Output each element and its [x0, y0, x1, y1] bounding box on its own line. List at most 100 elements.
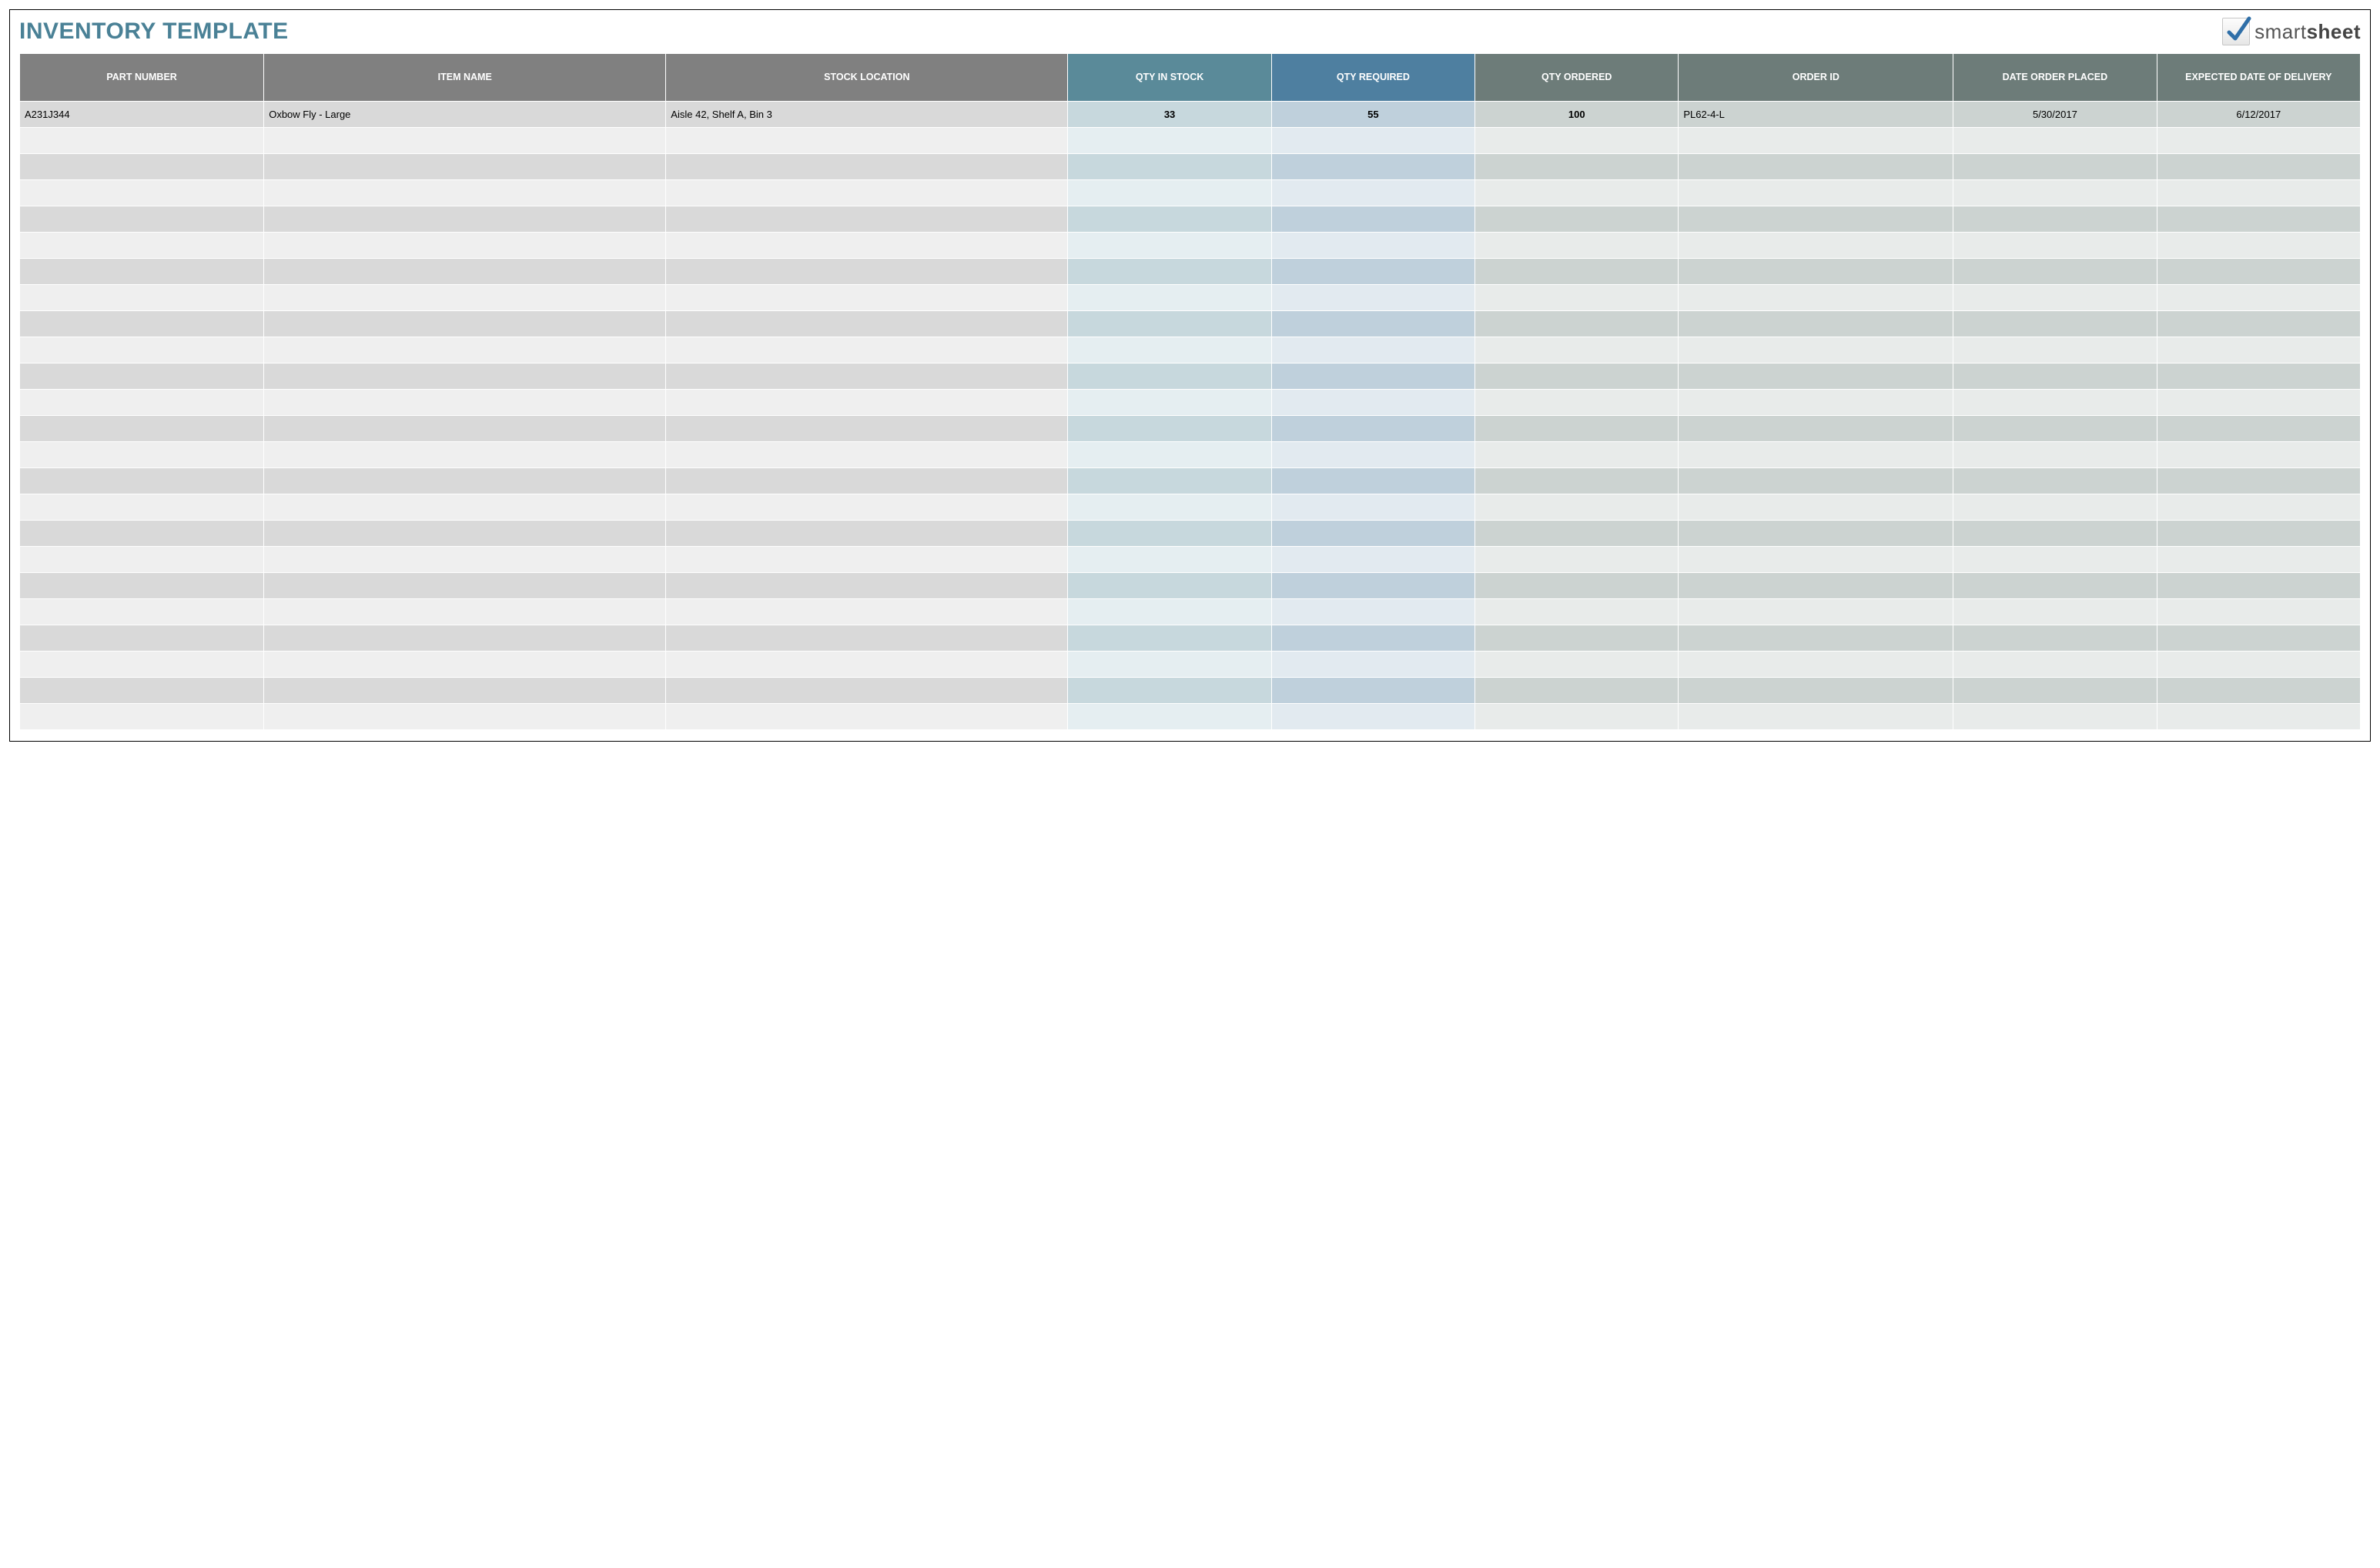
cell-qty-ordered[interactable] [1475, 337, 1679, 364]
cell-stock-location[interactable] [666, 233, 1068, 259]
cell-date-placed[interactable] [1953, 311, 2157, 337]
cell-qty-required[interactable] [1271, 128, 1475, 154]
cell-item-name[interactable] [264, 599, 666, 625]
cell-date-placed[interactable] [1953, 364, 2157, 390]
cell-qty-ordered[interactable] [1475, 364, 1679, 390]
cell-order-id[interactable] [1679, 521, 1953, 547]
cell-order-id[interactable] [1679, 364, 1953, 390]
cell-qty-ordered[interactable] [1475, 704, 1679, 730]
cell-qty-required[interactable] [1271, 259, 1475, 285]
cell-item-name[interactable] [264, 233, 666, 259]
cell-date-placed[interactable] [1953, 573, 2157, 599]
cell-part-number[interactable] [20, 521, 264, 547]
cell-stock-location[interactable] [666, 494, 1068, 521]
cell-qty-ordered[interactable] [1475, 233, 1679, 259]
cell-part-number[interactable] [20, 442, 264, 468]
cell-date-delivery[interactable] [2157, 311, 2360, 337]
cell-item-name[interactable] [264, 625, 666, 652]
cell-qty-ordered[interactable] [1475, 206, 1679, 233]
cell-date-placed[interactable] [1953, 521, 2157, 547]
cell-stock-location[interactable] [666, 678, 1068, 704]
cell-qty-ordered[interactable] [1475, 442, 1679, 468]
cell-order-id[interactable] [1679, 468, 1953, 494]
cell-date-placed[interactable] [1953, 625, 2157, 652]
cell-date-placed[interactable] [1953, 494, 2157, 521]
cell-part-number[interactable]: A231J344 [20, 102, 264, 128]
cell-qty-in-stock[interactable] [1068, 285, 1271, 311]
cell-stock-location[interactable] [666, 364, 1068, 390]
cell-qty-in-stock[interactable] [1068, 547, 1271, 573]
cell-item-name[interactable] [264, 416, 666, 442]
cell-item-name[interactable] [264, 494, 666, 521]
cell-qty-in-stock[interactable] [1068, 337, 1271, 364]
cell-part-number[interactable] [20, 364, 264, 390]
cell-qty-in-stock[interactable] [1068, 599, 1271, 625]
cell-order-id[interactable] [1679, 259, 1953, 285]
cell-date-delivery[interactable] [2157, 442, 2360, 468]
cell-date-placed[interactable] [1953, 547, 2157, 573]
cell-order-id[interactable] [1679, 494, 1953, 521]
cell-qty-required[interactable] [1271, 704, 1475, 730]
col-header-qty-ordered[interactable]: QTY ORDERED [1475, 54, 1679, 102]
cell-order-id[interactable] [1679, 180, 1953, 206]
cell-item-name[interactable] [264, 259, 666, 285]
cell-item-name[interactable] [264, 390, 666, 416]
cell-qty-required[interactable] [1271, 625, 1475, 652]
cell-qty-in-stock[interactable] [1068, 180, 1271, 206]
cell-qty-ordered[interactable]: 100 [1475, 102, 1679, 128]
cell-qty-ordered[interactable] [1475, 494, 1679, 521]
cell-qty-in-stock[interactable] [1068, 154, 1271, 180]
cell-qty-required[interactable] [1271, 521, 1475, 547]
cell-stock-location[interactable] [666, 468, 1068, 494]
cell-qty-ordered[interactable] [1475, 128, 1679, 154]
cell-date-delivery[interactable] [2157, 180, 2360, 206]
cell-qty-required[interactable] [1271, 337, 1475, 364]
cell-order-id[interactable] [1679, 128, 1953, 154]
cell-qty-in-stock[interactable] [1068, 704, 1271, 730]
cell-item-name[interactable] [264, 337, 666, 364]
cell-date-delivery[interactable] [2157, 154, 2360, 180]
cell-qty-required[interactable] [1271, 416, 1475, 442]
cell-qty-in-stock[interactable] [1068, 625, 1271, 652]
cell-date-delivery[interactable] [2157, 337, 2360, 364]
cell-order-id[interactable] [1679, 704, 1953, 730]
cell-qty-ordered[interactable] [1475, 285, 1679, 311]
cell-item-name[interactable] [264, 678, 666, 704]
cell-order-id[interactable] [1679, 206, 1953, 233]
cell-date-placed[interactable] [1953, 180, 2157, 206]
cell-item-name[interactable] [264, 652, 666, 678]
cell-qty-required[interactable] [1271, 468, 1475, 494]
cell-qty-required[interactable] [1271, 285, 1475, 311]
cell-date-placed[interactable] [1953, 154, 2157, 180]
cell-stock-location[interactable]: Aisle 42, Shelf A, Bin 3 [666, 102, 1068, 128]
cell-date-delivery[interactable] [2157, 416, 2360, 442]
cell-qty-in-stock[interactable] [1068, 390, 1271, 416]
cell-qty-required[interactable] [1271, 678, 1475, 704]
cell-part-number[interactable] [20, 206, 264, 233]
col-header-part-number[interactable]: PART NUMBER [20, 54, 264, 102]
cell-stock-location[interactable] [666, 337, 1068, 364]
cell-stock-location[interactable] [666, 390, 1068, 416]
cell-date-delivery[interactable] [2157, 521, 2360, 547]
cell-date-delivery[interactable] [2157, 233, 2360, 259]
cell-item-name[interactable] [264, 704, 666, 730]
cell-qty-ordered[interactable] [1475, 390, 1679, 416]
cell-qty-in-stock[interactable] [1068, 652, 1271, 678]
cell-date-placed[interactable] [1953, 206, 2157, 233]
cell-date-delivery[interactable] [2157, 652, 2360, 678]
cell-stock-location[interactable] [666, 599, 1068, 625]
cell-date-delivery[interactable] [2157, 494, 2360, 521]
cell-qty-in-stock[interactable] [1068, 442, 1271, 468]
cell-date-delivery[interactable] [2157, 285, 2360, 311]
cell-stock-location[interactable] [666, 259, 1068, 285]
cell-stock-location[interactable] [666, 128, 1068, 154]
cell-date-delivery[interactable] [2157, 468, 2360, 494]
col-header-stock-location[interactable]: STOCK LOCATION [666, 54, 1068, 102]
cell-qty-required[interactable] [1271, 364, 1475, 390]
cell-stock-location[interactable] [666, 285, 1068, 311]
cell-date-delivery[interactable] [2157, 573, 2360, 599]
cell-qty-required[interactable] [1271, 652, 1475, 678]
cell-qty-required[interactable] [1271, 233, 1475, 259]
cell-order-id[interactable] [1679, 285, 1953, 311]
cell-part-number[interactable] [20, 128, 264, 154]
